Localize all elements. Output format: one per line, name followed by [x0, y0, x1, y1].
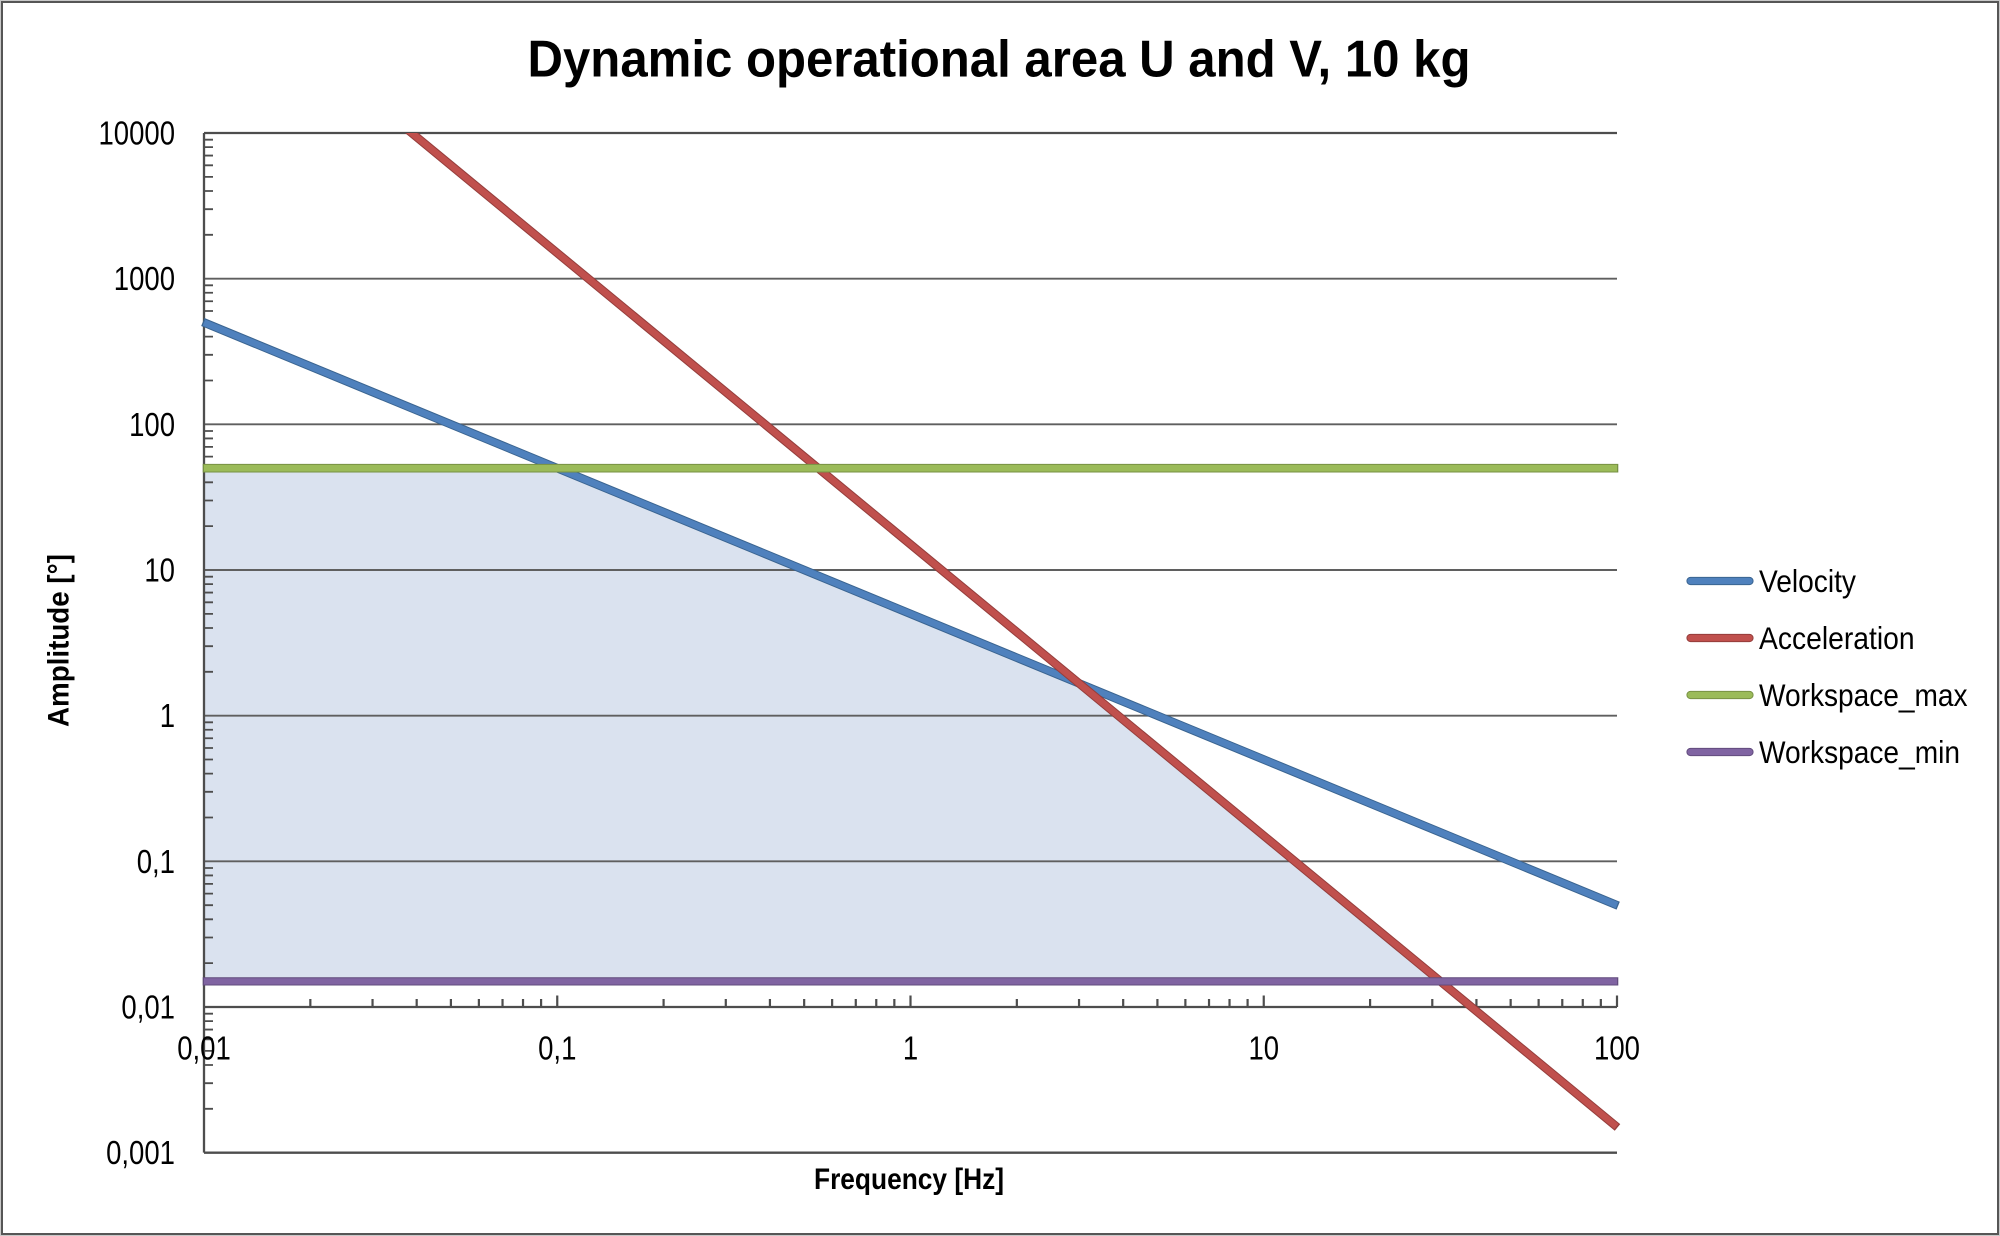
- svg-text:0,1: 0,1: [137, 843, 175, 880]
- svg-text:10: 10: [1248, 1030, 1279, 1067]
- svg-text:100: 100: [1594, 1030, 1640, 1067]
- svg-text:0,01: 0,01: [177, 1030, 231, 1067]
- svg-text:Velocity: Velocity: [1759, 563, 1856, 599]
- svg-text:10000: 10000: [99, 115, 176, 152]
- svg-text:Workspace_max: Workspace_max: [1759, 677, 1968, 713]
- svg-text:Workspace_min: Workspace_min: [1759, 734, 1960, 770]
- svg-text:0,1: 0,1: [538, 1030, 576, 1067]
- svg-text:0,01: 0,01: [121, 989, 175, 1026]
- svg-text:Acceleration: Acceleration: [1759, 620, 1915, 656]
- svg-text:1: 1: [903, 1030, 918, 1067]
- svg-text:0,001: 0,001: [106, 1134, 175, 1171]
- svg-text:100: 100: [129, 406, 175, 443]
- svg-text:1: 1: [160, 697, 175, 734]
- svg-text:Amplitude [°]: Amplitude [°]: [43, 554, 76, 727]
- svg-text:1000: 1000: [114, 260, 175, 297]
- svg-text:10: 10: [144, 552, 175, 589]
- svg-text:Frequency [Hz]: Frequency [Hz]: [814, 1163, 1004, 1196]
- svg-text:Dynamic operational area U and: Dynamic operational area U and V, 10 kg: [528, 31, 1471, 89]
